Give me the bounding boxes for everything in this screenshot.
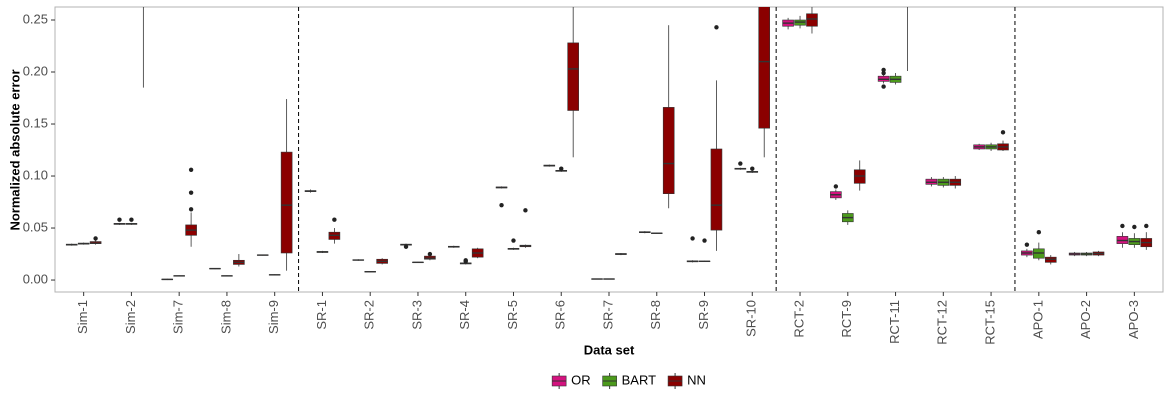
outlier bbox=[427, 251, 433, 257]
outlier bbox=[1144, 223, 1149, 229]
outlier bbox=[463, 259, 468, 264]
legend-label: OR bbox=[571, 372, 591, 387]
box bbox=[280, 151, 293, 254]
x-tick-label: SR-7 bbox=[600, 300, 615, 330]
outlier bbox=[117, 217, 122, 222]
legend: OR BART NN bbox=[551, 372, 706, 389]
box bbox=[758, 7, 771, 129]
x-tick-label: SR-9 bbox=[696, 300, 711, 330]
x-tick-label: SR-10 bbox=[744, 300, 759, 337]
x-tick-label: APO-2 bbox=[1078, 300, 1093, 339]
legend-label: NN bbox=[687, 372, 706, 387]
outlier bbox=[332, 217, 337, 222]
outlier bbox=[188, 207, 194, 212]
outlier bbox=[93, 236, 98, 241]
x-tick-label: SR-1 bbox=[314, 300, 329, 330]
y-axis-title: Normalized absolute error bbox=[7, 69, 22, 230]
y-tick-label: 0.00 bbox=[23, 271, 48, 286]
x-tick-label: SR-5 bbox=[505, 300, 520, 330]
x-tick-label: RCT-11 bbox=[887, 300, 902, 344]
x-tick-label: SR-4 bbox=[457, 300, 472, 330]
x-tick-label: SR-6 bbox=[553, 300, 568, 330]
outlier bbox=[702, 238, 707, 243]
outlier bbox=[690, 236, 695, 241]
outlier bbox=[559, 166, 564, 171]
y-tick-label: 0.05 bbox=[23, 219, 48, 234]
outlier bbox=[881, 70, 886, 76]
outlier bbox=[1120, 223, 1125, 229]
x-tick-label: Sim-9 bbox=[266, 300, 281, 334]
outlier bbox=[511, 238, 516, 243]
outlier bbox=[188, 167, 194, 172]
outlier bbox=[1024, 242, 1030, 247]
legend-item: OR bbox=[551, 372, 591, 389]
plot-area bbox=[65, 7, 1153, 292]
x-tick-label: SR-8 bbox=[648, 300, 663, 330]
x-tick-label: RCT-2 bbox=[791, 300, 806, 338]
outlier bbox=[714, 25, 719, 30]
outlier bbox=[403, 244, 409, 249]
x-tick-label: Sim-1 bbox=[75, 300, 90, 334]
outlier bbox=[881, 67, 886, 73]
y-tick-label: 0.20 bbox=[23, 63, 48, 78]
outlier bbox=[750, 166, 755, 171]
x-axis-title: Data set bbox=[584, 342, 635, 357]
panel-border bbox=[54, 6, 1164, 293]
outlier bbox=[1000, 130, 1006, 135]
outlier bbox=[1132, 224, 1137, 230]
x-tick-label: RCT-12 bbox=[935, 300, 950, 345]
outlier bbox=[129, 217, 134, 222]
legend-item: BART bbox=[602, 372, 656, 389]
outlier bbox=[523, 208, 528, 213]
outlier bbox=[499, 202, 504, 208]
x-tick-label: RCT-9 bbox=[839, 300, 854, 338]
x-tick-label: APO-1 bbox=[1030, 300, 1045, 339]
outlier bbox=[188, 190, 194, 195]
x-tick-label: Sim-2 bbox=[123, 300, 138, 334]
y-tick-label: 0.15 bbox=[23, 115, 48, 130]
box bbox=[710, 148, 723, 231]
outlier bbox=[738, 161, 743, 166]
outlier bbox=[833, 184, 839, 189]
x-tick-label: APO-3 bbox=[1126, 300, 1141, 339]
legend-label: BART bbox=[622, 372, 656, 387]
outlier bbox=[1036, 229, 1042, 235]
y-tick-label: 0.25 bbox=[23, 11, 48, 26]
legend-item: NN bbox=[667, 372, 706, 389]
outlier bbox=[881, 84, 886, 89]
y-tick-label: 0.10 bbox=[23, 167, 48, 182]
x-tick-label: SR-3 bbox=[409, 300, 424, 330]
box bbox=[662, 107, 675, 195]
box bbox=[567, 42, 579, 111]
box bbox=[806, 13, 818, 27]
x-tick-label: SR-2 bbox=[362, 300, 377, 330]
x-tick-label: RCT-15 bbox=[983, 300, 998, 345]
x-tick-label: Sim-8 bbox=[218, 300, 233, 334]
x-tick-label: Sim-7 bbox=[171, 300, 186, 334]
